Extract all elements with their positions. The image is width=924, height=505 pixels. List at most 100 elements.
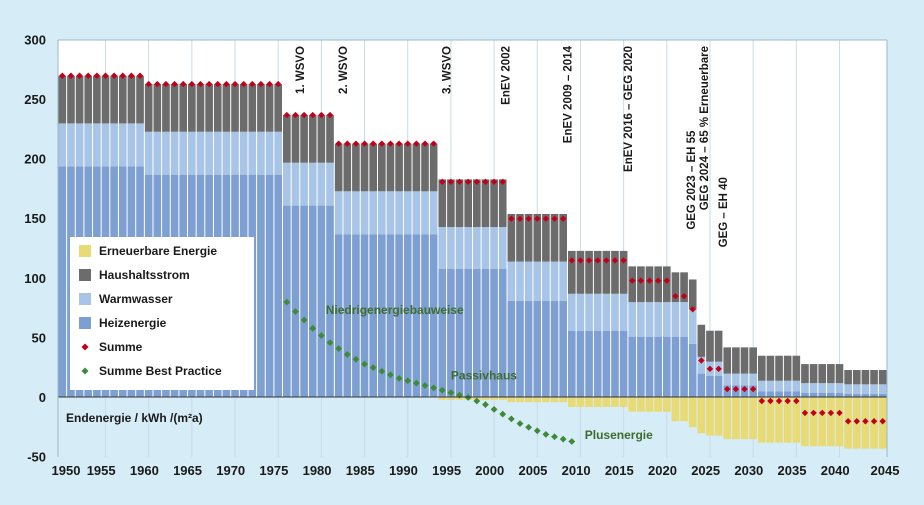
bar-heizenergie [550, 300, 559, 398]
best-practice-point [447, 389, 455, 397]
bar-warmwasser [188, 131, 196, 175]
bar-heizenergie [343, 234, 352, 398]
best-practice-point [412, 379, 420, 387]
bar-warmwasser [576, 293, 585, 331]
x-tick-label: 2010 [562, 463, 591, 478]
bar-haushaltsstrom [421, 143, 429, 192]
bar-warmwasser [110, 123, 118, 167]
bar-haushaltsstrom [801, 364, 809, 384]
summe-point [283, 111, 291, 119]
bar-heizenergie [507, 300, 516, 398]
best-practice-point [326, 339, 334, 347]
summe-point [413, 140, 420, 147]
bar-heizenergie [403, 234, 412, 398]
summe-point [309, 111, 316, 119]
bar-haushaltsstrom [870, 370, 878, 385]
bar-haushaltsstrom [283, 115, 291, 163]
bar-heizenergie [429, 234, 438, 398]
summe-point [508, 215, 515, 222]
summe-point [819, 409, 826, 417]
bar-heizenergie [291, 205, 300, 398]
bar-haushaltsstrom [403, 143, 412, 192]
bar-haushaltsstrom [481, 179, 490, 228]
summe-point [205, 80, 213, 88]
bar-haushaltsstrom [516, 213, 524, 262]
summe-point [853, 418, 860, 425]
summe-point [827, 409, 835, 417]
bar-warmwasser [455, 227, 464, 269]
bar-warmwasser [196, 131, 205, 175]
bar-haushaltsstrom [239, 84, 248, 132]
bar-warmwasser [697, 356, 706, 374]
bar-heizenergie [334, 234, 343, 398]
best-practice-point [482, 401, 489, 408]
bar-erneuerbare [775, 397, 783, 443]
y-tick-label: 300 [24, 33, 46, 48]
regulation-label: EnEV 2009 – 2014 [562, 45, 574, 143]
x-tick-label: 2025 [691, 463, 720, 478]
summe-point [620, 257, 627, 264]
legend-label: Erneuerbare Energie [99, 244, 217, 258]
summe-point [525, 215, 532, 222]
summe-point [732, 385, 740, 393]
summe-point [534, 215, 541, 222]
summe-point [810, 409, 817, 417]
bar-heizenergie [593, 330, 602, 398]
bar-haushaltsstrom [317, 115, 326, 163]
bar-haushaltsstrom [559, 213, 567, 262]
bar-warmwasser [671, 302, 680, 337]
bar-haushaltsstrom [300, 115, 308, 163]
bar-heizenergie [395, 234, 403, 398]
bar-warmwasser [205, 131, 213, 175]
summe-point [266, 80, 273, 88]
best-practice-point [387, 371, 394, 379]
bar-warmwasser [101, 123, 110, 167]
bar-haushaltsstrom [369, 143, 378, 192]
summe-point [767, 397, 774, 405]
bar-heizenergie [827, 392, 835, 398]
bar-heizenergie [706, 375, 714, 398]
bar-warmwasser [809, 383, 818, 393]
bar-heizenergie [386, 234, 395, 398]
summe-point [784, 397, 791, 405]
summe-point [758, 397, 765, 405]
summe-point [654, 277, 662, 284]
bar-warmwasser [326, 162, 334, 206]
bar-haushaltsstrom [386, 143, 395, 192]
bar-warmwasser [637, 302, 645, 337]
bar-haushaltsstrom [732, 347, 740, 374]
bar-warmwasser [378, 191, 386, 235]
regulation-label: 3. WSVO [442, 46, 454, 94]
x-tick-label: 2040 [821, 463, 850, 478]
bar-erneuerbare [809, 397, 818, 447]
summe-point [879, 418, 886, 425]
bar-erneuerbare [550, 397, 559, 403]
bar-haushaltsstrom [188, 84, 196, 132]
y-tick-label: 50 [32, 330, 46, 345]
legend-label: Summe Best Practice [99, 364, 222, 378]
summe-point [110, 72, 118, 79]
bar-warmwasser [688, 309, 697, 344]
bar-erneuerbare [766, 397, 775, 443]
legend-swatch-haushaltsstrom [79, 269, 91, 281]
summe-point [102, 72, 109, 79]
bar-warmwasser [170, 131, 179, 175]
bar-haushaltsstrom [67, 75, 75, 124]
best-practice-point [490, 405, 498, 413]
best-practice-point [369, 364, 377, 372]
best-practice-point [335, 345, 343, 352]
legend-label: Warmwasser [99, 292, 173, 306]
summe-point [93, 72, 101, 79]
bar-warmwasser [447, 227, 455, 269]
bar-heizenergie [481, 268, 490, 398]
bar-haushaltsstrom [576, 250, 585, 294]
regulation-label: GEG 2024 – 65 % Erneuerbare [699, 46, 711, 210]
best-practice-point [507, 415, 515, 423]
bar-haushaltsstrom [265, 84, 274, 132]
bar-haushaltsstrom [792, 355, 801, 381]
bar-heizenergie [688, 343, 697, 398]
summe-point [171, 80, 178, 88]
summe-point [551, 215, 558, 222]
bar-haushaltsstrom [671, 272, 680, 303]
summe-point [395, 140, 403, 147]
